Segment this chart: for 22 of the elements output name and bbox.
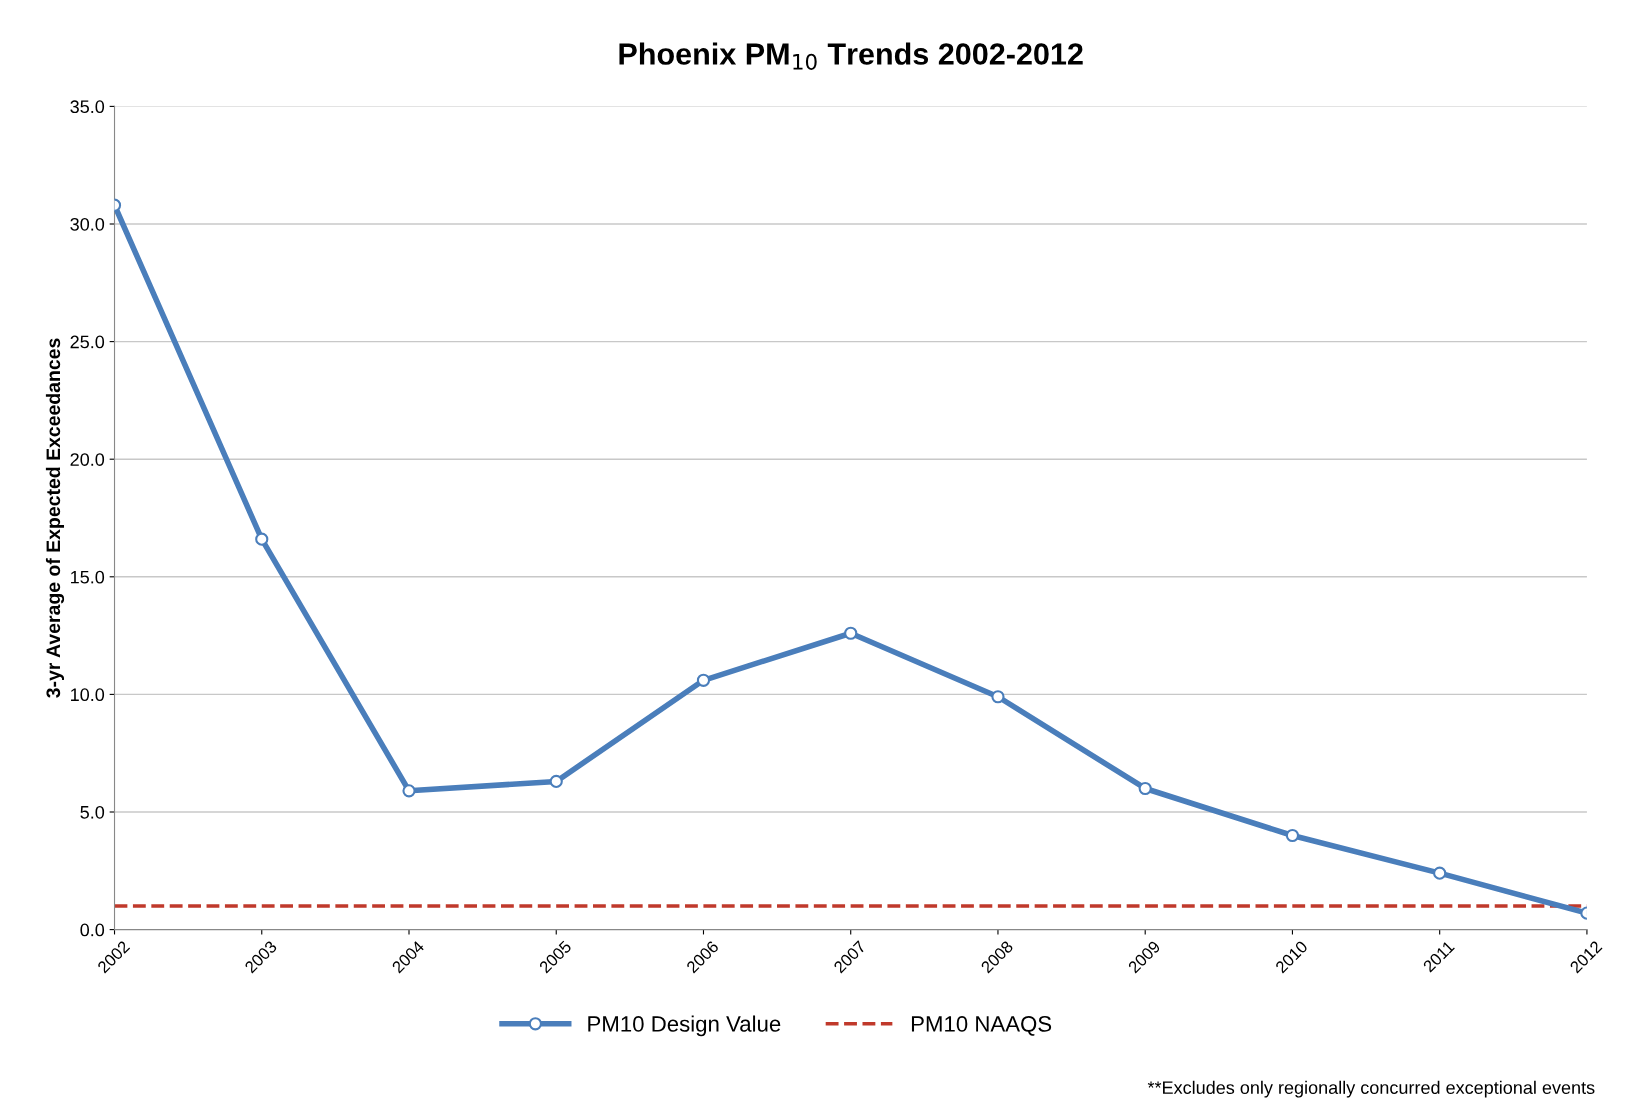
chart-title: Phoenix PM$_{10}$ Trends 2002-2012 <box>619 42 1083 70</box>
y-tick-label: 0.0 <box>80 923 105 937</box>
y-tick-label: 25.0 <box>70 335 105 349</box>
y-tick-label: 5.0 <box>80 805 105 819</box>
y-axis-title: 3-yr Average of Expected Exceedances <box>45 338 65 698</box>
point <box>844 626 858 640</box>
point <box>696 673 711 687</box>
point <box>1433 866 1447 880</box>
legend-label: PM10 NAAQS <box>911 1016 1052 1036</box>
y-tick-label: 10.0 <box>71 688 105 702</box>
point <box>255 532 269 546</box>
y-tick-label: 20.0 <box>70 453 105 466</box>
text: **Excludes only regionally concurred exceptional events <box>1147 1080 1595 1098</box>
legend-label: PM10 Design Value <box>588 1015 781 1037</box>
point <box>1285 828 1300 843</box>
y-tick-label: 15.0 <box>71 570 105 584</box>
point <box>549 774 563 789</box>
y-tick-label: 30.0 <box>70 217 105 231</box>
point <box>991 690 1005 704</box>
point <box>402 784 416 798</box>
point <box>1138 781 1152 796</box>
y-tick-label: 35.0 <box>70 100 105 114</box>
